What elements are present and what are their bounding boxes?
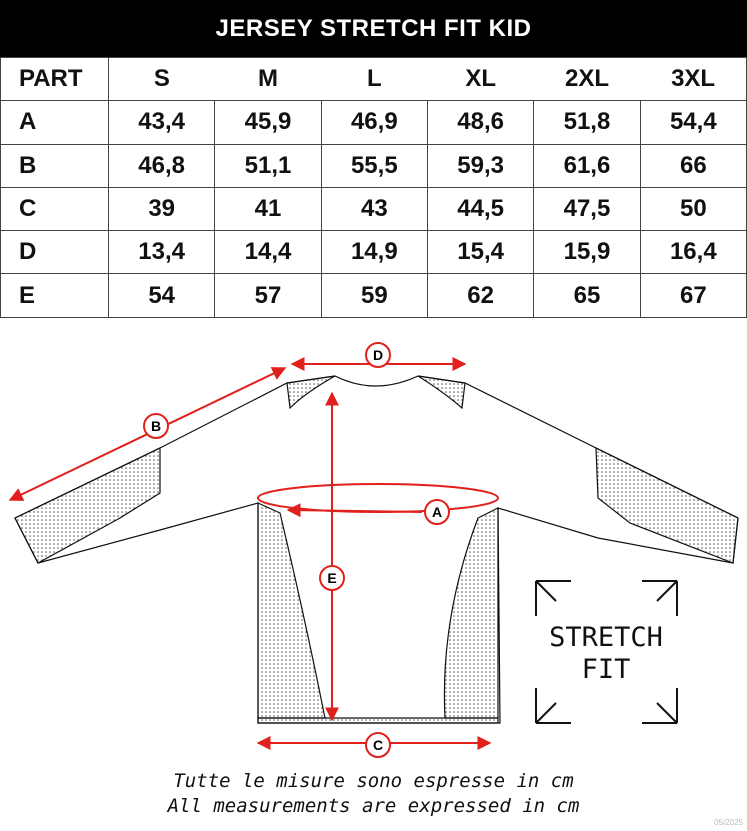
header-cell: 3XL bbox=[640, 56, 747, 102]
table-cell: C bbox=[0, 186, 109, 232]
measurement-label: D bbox=[373, 347, 383, 363]
table-cell: D bbox=[0, 230, 109, 275]
badge-line1: STRETCH bbox=[549, 622, 663, 653]
table-row: B 46,8 51,1 55,5 59,3 61,6 66 bbox=[0, 143, 747, 188]
table-cell: 43,4 bbox=[107, 100, 216, 145]
table-row: A 43,4 45,9 46,9 48,6 51,8 54,4 bbox=[0, 100, 747, 145]
jersey-diagram: A B C D E STRETCH FIT bbox=[8, 342, 739, 758]
measurement-label: A bbox=[432, 504, 442, 520]
header-cell: M bbox=[214, 56, 322, 102]
table-cell: 43 bbox=[320, 186, 428, 232]
table-cell: 13,4 bbox=[107, 230, 216, 275]
version-label: 05/2025 bbox=[714, 818, 743, 827]
table-cell: 16,4 bbox=[639, 230, 747, 275]
header-cell: L bbox=[321, 56, 428, 102]
table-cell: 59 bbox=[320, 273, 428, 318]
badge-line2: FIT bbox=[582, 654, 631, 685]
table-cell: 48,6 bbox=[426, 100, 535, 145]
table-cell: 46,9 bbox=[320, 100, 428, 145]
table-cell: 51,8 bbox=[533, 100, 641, 145]
table-cell: 14,9 bbox=[320, 230, 428, 275]
table-cell: 62 bbox=[426, 273, 535, 318]
label-circle bbox=[365, 342, 391, 368]
table-row: D 13,4 14,4 14,9 15,4 15,9 16,4 bbox=[0, 230, 747, 275]
table-cell: 51,1 bbox=[214, 143, 322, 188]
table-cell: 61,6 bbox=[533, 143, 641, 188]
table-cell: E bbox=[0, 273, 109, 318]
table-cell: 15,9 bbox=[533, 230, 641, 275]
header-cell: S bbox=[108, 56, 215, 102]
table-cell: 50 bbox=[639, 186, 747, 232]
table-cell: 47,5 bbox=[533, 186, 641, 232]
table-row: C 39 41 43 44,5 47,5 50 bbox=[0, 186, 747, 232]
header-row: PART S M L XL 2XL 3XL bbox=[0, 56, 747, 102]
table-cell: 57 bbox=[214, 273, 322, 318]
table-cell: 59,3 bbox=[426, 143, 535, 188]
table-cell: 54,4 bbox=[639, 100, 747, 145]
table-cell: 67 bbox=[639, 273, 747, 318]
note-italian: Tutte le misure sono espresse in cm bbox=[173, 770, 574, 792]
label-circle bbox=[319, 565, 345, 591]
label-circle bbox=[365, 732, 391, 758]
table-cell: 54 bbox=[107, 273, 216, 318]
table-cell: A bbox=[0, 100, 109, 145]
table-cell: 55,5 bbox=[320, 143, 428, 188]
table-row: E 54 57 59 62 65 67 bbox=[0, 273, 747, 318]
table-cell: 44,5 bbox=[426, 186, 535, 232]
measurement-label: C bbox=[373, 737, 383, 753]
stretch-fit-badge bbox=[535, 580, 678, 724]
note-english: All measurements are expressed in cm bbox=[167, 795, 580, 817]
table-cell: B bbox=[0, 143, 109, 188]
label-circle bbox=[424, 499, 450, 525]
table-cell: 15,4 bbox=[426, 230, 535, 275]
label-circle bbox=[143, 413, 169, 439]
measurement-label: B bbox=[151, 418, 161, 434]
header-cell: XL bbox=[427, 56, 534, 102]
header-cell: 2XL bbox=[533, 56, 641, 102]
table-cell: 45,9 bbox=[214, 100, 322, 145]
table-cell: 46,8 bbox=[107, 143, 216, 188]
header-cell: PART bbox=[0, 56, 109, 102]
table-cell: 14,4 bbox=[214, 230, 322, 275]
size-table: PART S M L XL 2XL 3XL A 43,4 45,9 46,9 48,6 51,8 54,4… bbox=[0, 56, 747, 318]
table-cell: 66 bbox=[639, 143, 747, 188]
table-cell: 41 bbox=[214, 186, 322, 232]
chart-title: JERSEY STRETCH FIT KID bbox=[0, 0, 747, 57]
measurement-label: E bbox=[327, 570, 336, 586]
table-cell: 39 bbox=[107, 186, 216, 232]
table-cell: 65 bbox=[533, 273, 641, 318]
